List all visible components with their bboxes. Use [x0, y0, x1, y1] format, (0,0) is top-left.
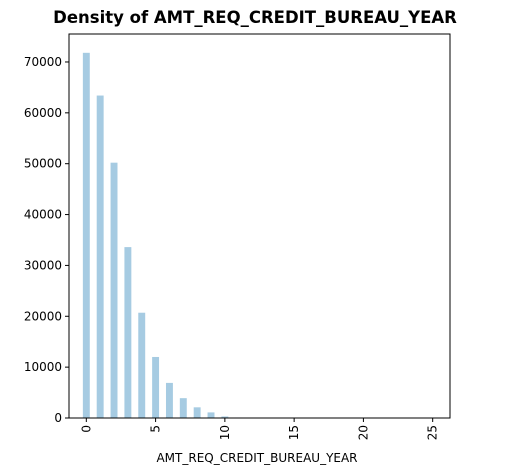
bar-3 — [124, 247, 132, 418]
bar-6 — [165, 382, 173, 418]
y-tick-label: 70000 — [24, 55, 62, 69]
bar-5 — [152, 356, 160, 418]
bar-7 — [179, 398, 187, 418]
y-tick-label: 10000 — [24, 360, 62, 374]
y-tick-label: 50000 — [24, 157, 62, 171]
bar-8 — [193, 407, 201, 418]
x-tick-label: 5 — [149, 425, 163, 433]
y-tick-label: 40000 — [24, 208, 62, 222]
plot-frame — [68, 33, 451, 419]
y-axis: 0 10000 20000 30000 40000 50000 60000 70000 — [24, 55, 69, 425]
y-tick-label: 20000 — [24, 309, 62, 323]
y-tick-label: 0 — [54, 411, 62, 425]
x-tick-label: 0 — [79, 425, 93, 433]
bar-9 — [207, 412, 215, 418]
x-tick-label: 10 — [218, 425, 232, 440]
bar-10 — [221, 416, 229, 418]
y-tick-label: 60000 — [24, 106, 62, 120]
x-tick-label: 15 — [287, 425, 301, 440]
bar-1 — [96, 95, 104, 419]
y-tick-label: 30000 — [24, 258, 62, 272]
chart-title: Density of AMT_REQ_CREDIT_BUREAU_YEAR — [53, 8, 457, 27]
x-axis: 0 5 10 15 20 25 — [79, 418, 440, 440]
bar-2 — [110, 162, 118, 418]
bar-4 — [138, 312, 146, 418]
x-tick-label: 20 — [356, 425, 370, 440]
bars-group — [82, 52, 437, 419]
bar-0 — [82, 52, 90, 418]
x-tick-label: 25 — [426, 425, 440, 440]
x-axis-label: AMT_REQ_CREDIT_BUREAU_YEAR — [156, 451, 357, 465]
